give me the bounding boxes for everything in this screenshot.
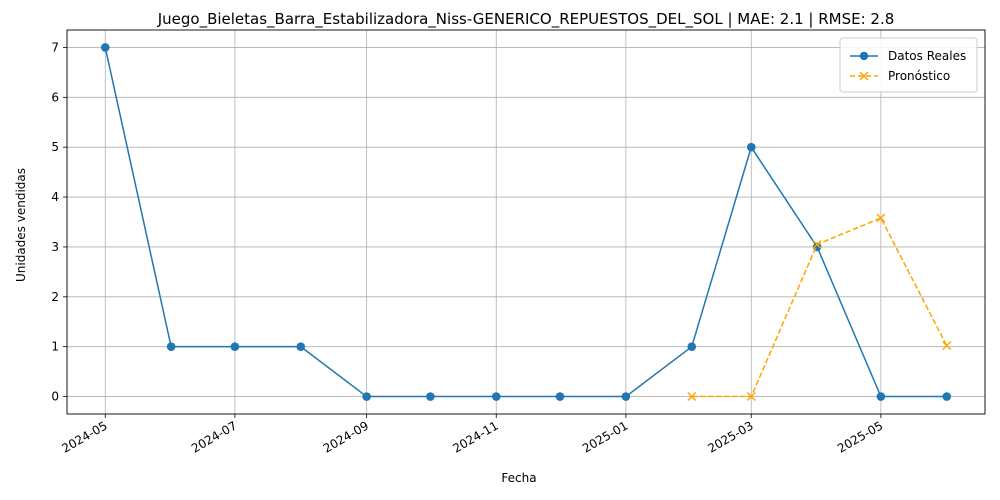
data-point-datos-reales: [746, 142, 756, 152]
series-group: [100, 43, 952, 402]
y-tick-label: 1: [51, 340, 59, 354]
data-point-pronostico: [942, 341, 952, 351]
y-tick-label: 0: [51, 390, 59, 404]
x-axis: 2024-05 2024-07 2024-09 2024-11 2025-01 2025-…: [59, 414, 885, 456]
y-tick-label: 6: [51, 90, 59, 104]
data-point-datos-reales: [362, 392, 371, 401]
x-tick-label: 2024-07: [189, 418, 239, 455]
data-point-datos-reales: [296, 342, 306, 351]
x-tick-label: 2024-09: [321, 418, 371, 455]
series-line-datos-reales: [104, 47, 947, 398]
y-tick-label: 7: [51, 40, 59, 54]
data-point-datos-reales: [942, 392, 952, 401]
data-point-datos-reales: [426, 392, 435, 401]
data-point-datos-reales: [876, 392, 886, 401]
data-point-pronostico: [876, 213, 886, 223]
x-tick-label: 2024-11: [450, 418, 500, 455]
data-point-datos-reales: [100, 43, 110, 52]
data-point-datos-reales: [621, 392, 631, 401]
data-point-datos-reales: [555, 392, 565, 401]
data-point-pronostico: [687, 392, 697, 402]
x-axis-label: Fecha: [501, 471, 536, 485]
x-tick-label: 2025-05: [835, 418, 885, 455]
legend-label-datos-reales: Datos Reales: [888, 49, 966, 63]
data-point-pronostico: [746, 392, 756, 402]
y-tick-label: 2: [51, 290, 59, 304]
legend-label-pronostico: Pronóstico: [888, 69, 950, 83]
data-point-datos-reales: [491, 392, 501, 401]
legend: Datos Reales Pronóstico: [839, 37, 978, 93]
legend-marker-pronostico: [859, 71, 869, 81]
y-tick-label: 4: [51, 190, 59, 204]
plot-background: [67, 30, 985, 414]
data-point-datos-reales: [230, 342, 240, 351]
data-point-pronostico: [812, 239, 822, 249]
x-tick-label: 2024-05: [59, 418, 109, 455]
data-point-datos-reales: [687, 342, 697, 351]
x-tick-label: 2025-01: [580, 418, 630, 455]
chart-title: Juego_Bieletas_Barra_Estabilizadora_Niss…: [157, 10, 895, 29]
y-tick-label: 5: [51, 140, 59, 154]
y-tick-label: 3: [51, 240, 59, 254]
data-point-datos-reales: [166, 342, 176, 351]
x-tick-label: 2025-03: [705, 418, 755, 455]
y-axis-label: Unidades vendidas: [14, 168, 28, 282]
plot-frame: [66, 29, 986, 415]
legend-box: [839, 37, 978, 93]
legend-marker-datos-reales: [859, 51, 869, 61]
y-axis: 0 1 2 3 4 5 6 7: [51, 40, 67, 404]
